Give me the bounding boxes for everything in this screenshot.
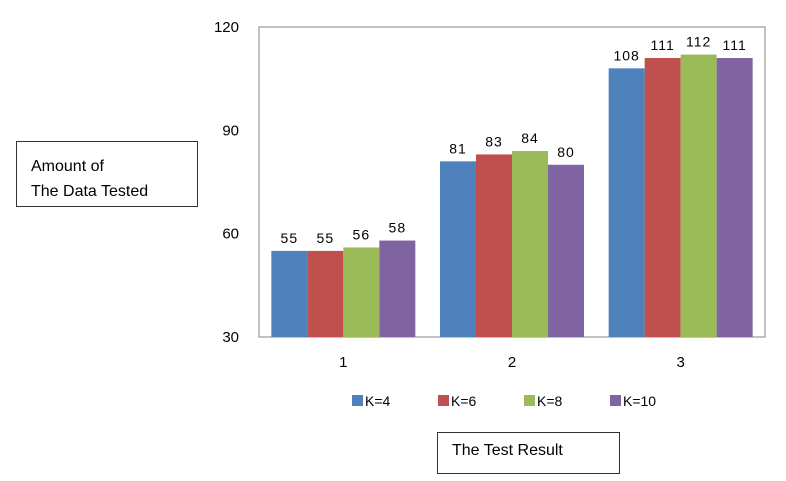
data-label: 56 xyxy=(353,226,371,242)
x-axis-ticks: 1 2 3 xyxy=(339,354,685,371)
data-label: 111 xyxy=(651,37,675,53)
legend-swatch xyxy=(438,395,449,406)
data-label: 111 xyxy=(723,37,747,53)
legend-swatch xyxy=(352,395,363,406)
data-label: 112 xyxy=(686,34,711,50)
bar-k10-cat2 xyxy=(548,164,584,337)
bar-k4-cat3 xyxy=(608,68,645,337)
bar-k6-cat1 xyxy=(307,250,344,337)
data-label: 80 xyxy=(557,144,575,160)
legend-label: K=10 xyxy=(623,393,656,409)
bar-k10-cat1 xyxy=(379,240,416,337)
y-axis-ticks: 30 60 90 120 xyxy=(214,19,239,346)
bar-k6-cat3 xyxy=(644,58,681,337)
data-label: 55 xyxy=(281,230,299,246)
data-labels: 55 81 108 55 83 111 56 84 112 58 80 111 xyxy=(281,34,747,246)
x-tick-label: 1 xyxy=(339,354,347,371)
x-tick-label: 3 xyxy=(676,354,684,371)
legend-label: K=4 xyxy=(365,393,391,409)
bars xyxy=(271,54,753,338)
data-label: 84 xyxy=(521,130,539,146)
y-tick-label: 60 xyxy=(222,226,239,243)
bar-k6-cat2 xyxy=(476,154,512,337)
y-tick-label: 120 xyxy=(214,19,239,36)
data-label: 83 xyxy=(485,133,503,149)
data-label: 108 xyxy=(613,47,639,63)
x-tick-label: 2 xyxy=(508,354,516,371)
bar-k8-cat3 xyxy=(680,54,717,338)
y-axis-label-line-2: The Data Tested xyxy=(31,183,149,200)
y-axis-label-line-1: Amount of xyxy=(31,158,104,175)
bar-k4-cat2 xyxy=(440,161,476,337)
bar-k4-cat1 xyxy=(271,250,308,337)
bar-k8-cat1 xyxy=(343,247,380,337)
data-label: 81 xyxy=(449,140,467,156)
legend-label: K=8 xyxy=(537,393,563,409)
y-tick-label: 30 xyxy=(222,329,239,346)
legend-swatch xyxy=(524,395,535,406)
bar-k8-cat2 xyxy=(512,151,548,337)
x-axis-label: The Test Result xyxy=(437,432,620,474)
legend-swatch xyxy=(610,395,621,406)
y-tick-label: 90 xyxy=(222,122,239,139)
data-label: 58 xyxy=(389,220,407,236)
y-axis-label: Amount of The Data Tested xyxy=(16,141,198,207)
legend-label: K=6 xyxy=(451,393,477,409)
bar-k10-cat3 xyxy=(716,58,753,337)
data-label: 55 xyxy=(317,230,335,246)
legend: K=4 K=6 K=8 K=10 xyxy=(352,393,656,409)
